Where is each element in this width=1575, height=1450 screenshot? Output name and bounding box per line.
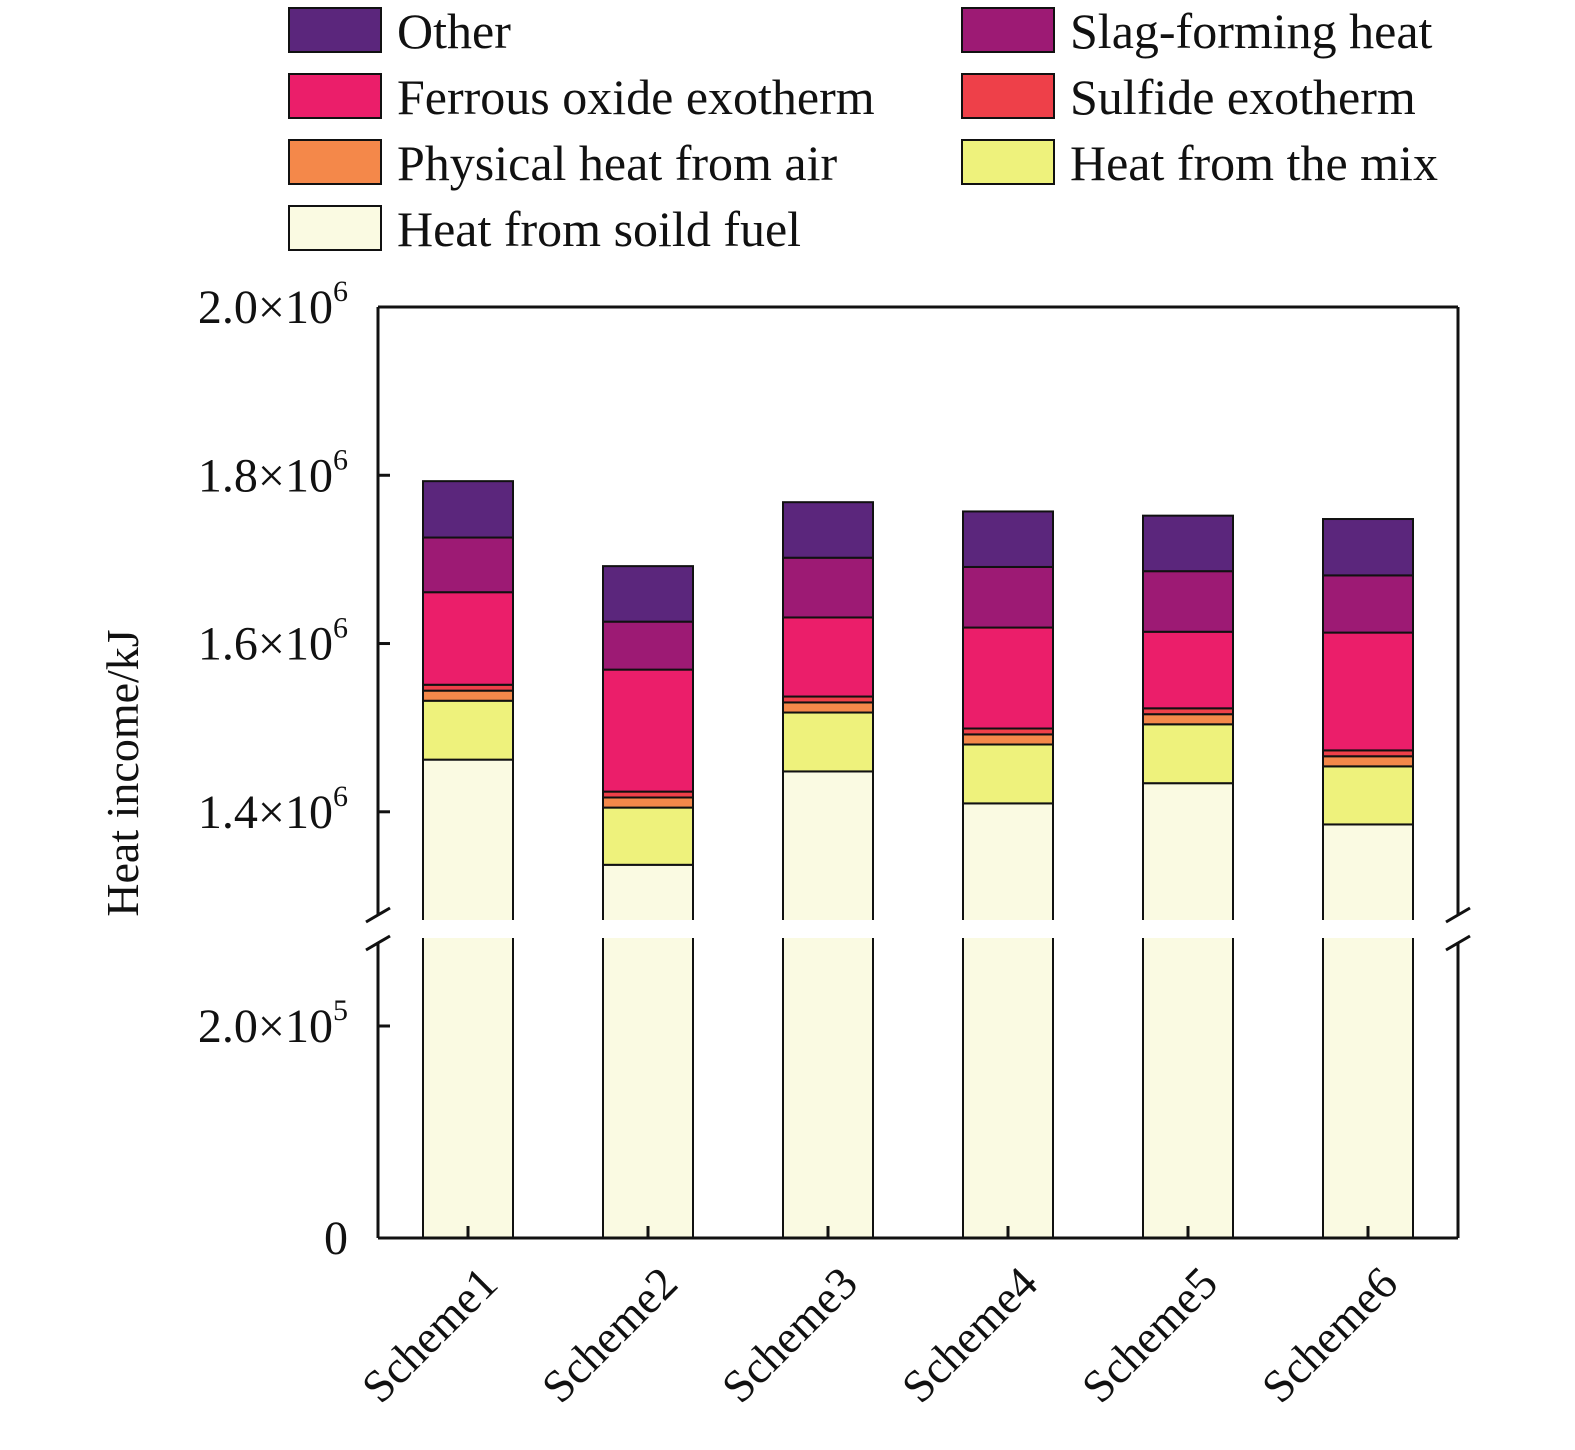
bar-scheme6-other [1322,518,1414,577]
bar-scheme6-slag-forming-heat [1322,574,1414,634]
legend-label-sulfide-exotherm: Sulfide exotherm [1070,69,1416,125]
legend-label-heat-from-the-mix: Heat from the mix [1070,135,1438,191]
bar-scheme4-other [962,510,1054,568]
bar-scheme6-heat-from-soild-fuel [1322,823,1414,1239]
bar-scheme1-heat-from-soild-fuel [422,758,514,1239]
y-tick-label: 2.0×106 [198,275,348,334]
legend-label-slag-forming-heat: Slag-forming heat [1070,3,1433,59]
bar-scheme4-ferrous-oxide-exotherm [962,626,1054,730]
bar-scheme1-physical-heat-from-air [422,689,514,702]
bar-scheme6-physical-heat-from-air [1322,755,1414,768]
bar-scheme4-heat-from-the-mix [962,743,1054,805]
bar-scheme5-ferrous-oxide-exotherm [1142,630,1234,710]
x-category-label: Scheme2 [532,1257,687,1412]
bar-scheme5-heat-from-soild-fuel [1142,782,1234,1239]
axis-break-mark-left-1 [365,906,391,924]
bar-scheme3-ferrous-oxide-exotherm [782,616,874,698]
bar-scheme2-heat-from-the-mix [602,806,694,866]
bar-scheme2-other [602,565,694,623]
axis-break-gap-scheme1 [421,920,515,938]
bar-scheme4-slag-forming-heat [962,565,1054,629]
legend-swatch-sulfide-exotherm [961,73,1055,119]
bars-group [421,480,1415,1240]
axis-break-mark-right-1 [1445,906,1471,924]
bar-scheme3-other [782,501,874,559]
axis-break-gap-scheme2 [601,920,695,938]
axis-break-gap-scheme3 [781,920,875,938]
bar-scheme1-ferrous-oxide-exotherm [422,591,514,686]
bar-scheme1-slag-forming-heat [422,536,514,594]
y-ticks-group: 0 2.0×105 1.4×106 1.6×106 1.8×106 2.0×106 [198,275,390,1265]
bar-scheme2-ferrous-oxide-exotherm [602,668,694,793]
bar-scheme2-physical-heat-from-air [602,796,694,809]
x-category-label: Scheme4 [892,1257,1047,1412]
bar-scheme3-physical-heat-from-air [782,701,874,714]
axes-group [365,305,1471,1240]
y-tick-label: 2.0×105 [198,994,348,1053]
bar-scheme3-heat-from-soild-fuel [782,770,874,1240]
axis-break-mark-right-2 [1445,934,1471,952]
legend-swatch-heat-from-the-mix [961,139,1055,185]
bar-scheme2-slag-forming-heat [602,620,694,671]
legend-swatch-physical-heat-from-air [288,139,382,185]
axis-break-gap-scheme5 [1141,920,1235,938]
axis-break-mark-left-2 [365,934,391,952]
bar-scheme6-ferrous-oxide-exotherm [1322,631,1414,752]
x-category-label: Scheme5 [1072,1257,1227,1412]
x-category-label: Scheme3 [712,1257,867,1412]
bar-scheme5-other [1142,514,1234,573]
bar-scheme3-slag-forming-heat [782,556,874,619]
bar-scheme4-physical-heat-from-air [962,733,1054,746]
y-tick-label: 0 [324,1212,348,1265]
legend-swatch-ferrous-oxide-exotherm [288,73,382,119]
x-category-label: Scheme6 [1252,1257,1407,1412]
axis-break-gap-scheme4 [961,920,1055,938]
legend-label-physical-heat-from-air: Physical heat from air [397,135,837,191]
bar-scheme6-heat-from-the-mix [1322,765,1414,826]
x-ticks-group: Scheme1 Scheme2 Scheme3 Scheme4 Scheme5 Schem… [352,1226,1407,1412]
bar-scheme5-slag-forming-heat [1142,570,1234,633]
legend-swatch-heat-from-soild-fuel [288,205,382,251]
legend-swatch-other [288,7,382,53]
legend-label-other: Other [397,3,511,59]
y-axis-title: Heat income/kJ [97,629,148,916]
y-tick-label: 1.4×106 [198,780,348,839]
legend-label-ferrous-oxide-exotherm: Ferrous oxide exotherm [397,69,875,125]
bar-scheme1-other [422,480,514,539]
bar-scheme1-heat-from-the-mix [422,699,514,761]
bar-scheme5-heat-from-the-mix [1142,723,1234,785]
y-tick-label: 1.8×106 [198,443,348,502]
chart-legend: Other Slag-forming heat Ferrous oxide exot… [288,3,1438,257]
axis-break-gap-scheme6 [1321,920,1415,938]
legend-swatch-slag-forming-heat [961,7,1055,53]
legend-label-heat-from-soild-fuel: Heat from soild fuel [397,201,801,257]
x-category-label: Scheme1 [352,1257,507,1412]
y-tick-label: 1.6×106 [198,612,348,671]
bar-scheme4-heat-from-soild-fuel [962,802,1054,1239]
bar-scheme3-heat-from-the-mix [782,711,874,773]
bar-scheme5-physical-heat-from-air [1142,713,1234,726]
